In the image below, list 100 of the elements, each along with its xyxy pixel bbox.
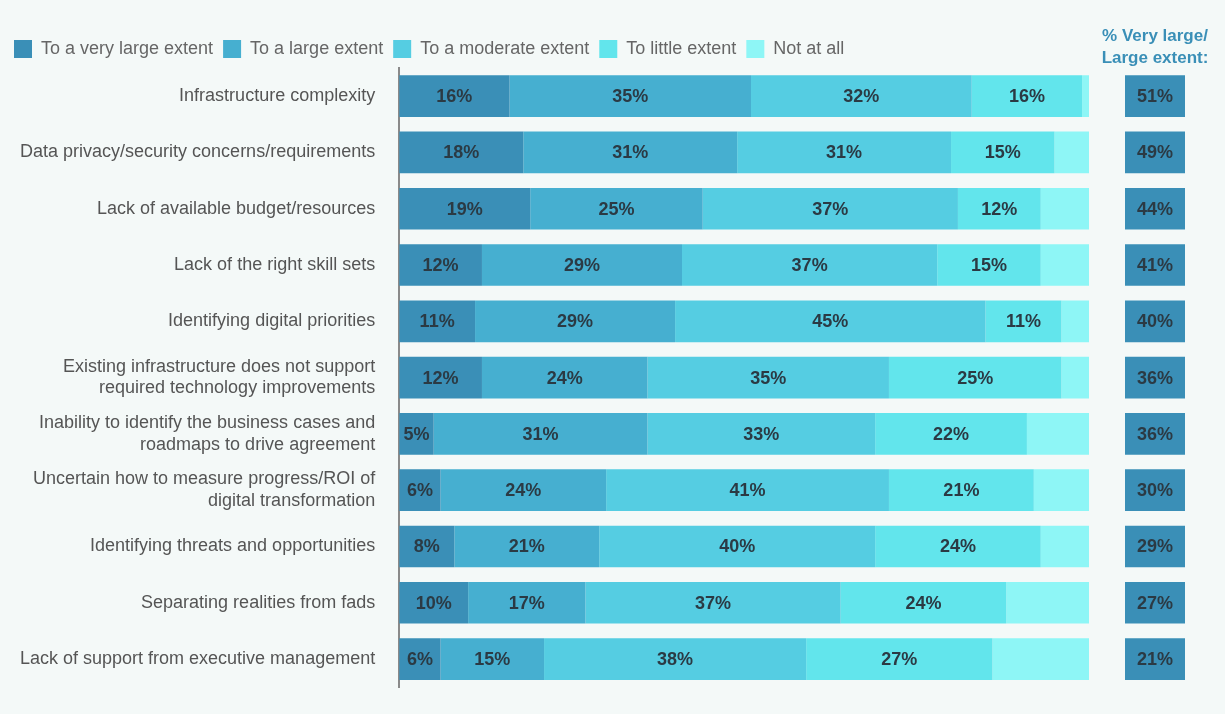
text: 21% bbox=[1136, 649, 1174, 670]
data-label: 11% bbox=[419, 311, 455, 332]
y-tick-label: Lack of support from executive management bbox=[20, 648, 376, 669]
text: 49% bbox=[1136, 142, 1174, 163]
data-label: 29% bbox=[557, 311, 594, 332]
bar bbox=[888, 356, 1062, 399]
text: 36% bbox=[1136, 423, 1174, 444]
bar bbox=[399, 244, 482, 286]
legend-label: To a very large extent bbox=[41, 37, 214, 58]
data-label: 41% bbox=[729, 480, 766, 501]
bar bbox=[937, 244, 1041, 286]
bar bbox=[399, 300, 476, 343]
data-label: 22% bbox=[933, 423, 970, 444]
data-label: 12% bbox=[422, 367, 459, 388]
legend-label: To little extent bbox=[626, 37, 737, 58]
data-label: 6% bbox=[406, 649, 433, 670]
y-tick-label: Separating realities from fads bbox=[141, 591, 376, 612]
data-label: 37% bbox=[812, 198, 849, 219]
data-label: 21% bbox=[508, 536, 545, 557]
bar bbox=[481, 244, 683, 286]
bar bbox=[1061, 356, 1089, 399]
y-tick-label: Identifying threats and opportunities bbox=[90, 535, 376, 556]
bar bbox=[957, 187, 1041, 230]
data-label: 15% bbox=[474, 649, 511, 670]
legend-label: To a moderate extent bbox=[420, 37, 590, 58]
data-label: 15% bbox=[970, 254, 1007, 275]
bar bbox=[888, 469, 1034, 512]
bar bbox=[702, 187, 958, 230]
data-label: 25% bbox=[957, 367, 994, 388]
data-label: 16% bbox=[436, 86, 473, 107]
text: 40% bbox=[1136, 311, 1174, 332]
bar bbox=[585, 581, 841, 624]
data-label: 12% bbox=[981, 198, 1018, 219]
bar bbox=[468, 581, 586, 624]
data-label: 5% bbox=[403, 423, 430, 444]
data-label: 16% bbox=[1008, 86, 1045, 107]
text: 30% bbox=[1136, 480, 1174, 501]
legend-label: Not at all bbox=[773, 37, 845, 58]
bar bbox=[1082, 75, 1089, 117]
bar bbox=[985, 300, 1062, 343]
y-tick-label: Identifying digital priorities bbox=[168, 310, 376, 331]
text: 44% bbox=[1136, 198, 1174, 219]
text: % Very large/ Large extent: bbox=[1101, 25, 1209, 67]
text: 27% bbox=[1136, 592, 1174, 613]
bar bbox=[971, 75, 1083, 117]
bar bbox=[682, 244, 938, 286]
bar bbox=[647, 413, 876, 455]
bar bbox=[475, 300, 676, 343]
data-label: 24% bbox=[939, 536, 976, 557]
bar bbox=[440, 469, 607, 512]
bar bbox=[875, 413, 1027, 455]
y-tick-label: Data privacy/security concerns/requirements bbox=[20, 141, 376, 162]
data-label: 25% bbox=[598, 198, 635, 219]
bar bbox=[951, 131, 1055, 174]
data-label: 17% bbox=[508, 592, 545, 613]
bar bbox=[509, 75, 751, 117]
bar bbox=[1026, 413, 1089, 455]
bar bbox=[992, 638, 1089, 680]
data-label: 35% bbox=[612, 86, 649, 107]
bar bbox=[737, 131, 952, 174]
data-label: 40% bbox=[719, 536, 756, 557]
y-tick-label: Lack of available budget/resources bbox=[97, 197, 376, 218]
bar bbox=[440, 638, 545, 680]
data-label: 31% bbox=[522, 423, 559, 444]
y-tick-label: Lack of the right skill sets bbox=[174, 253, 376, 274]
data-label: 33% bbox=[743, 423, 780, 444]
data-label: 31% bbox=[612, 142, 649, 163]
bar bbox=[1054, 131, 1089, 174]
bar bbox=[1040, 187, 1089, 230]
data-label: 12% bbox=[422, 254, 459, 275]
text: 36% bbox=[1136, 367, 1174, 388]
bar bbox=[1061, 300, 1089, 343]
bar bbox=[675, 300, 986, 343]
data-label: 35% bbox=[750, 367, 787, 388]
data-label: 6% bbox=[406, 480, 433, 501]
bar bbox=[1033, 469, 1089, 512]
y-tick-label: Existing infrastructure does not support required technology improvements bbox=[63, 355, 376, 398]
bar bbox=[530, 187, 703, 230]
data-label: 21% bbox=[943, 480, 980, 501]
y-tick-label: Uncertain how to measure progress/ROI of digital transformation bbox=[33, 468, 377, 510]
data-label: 8% bbox=[413, 536, 440, 557]
data-label: 37% bbox=[695, 592, 732, 613]
bar bbox=[647, 356, 889, 399]
bar bbox=[806, 638, 993, 680]
bar bbox=[454, 525, 600, 568]
bar bbox=[606, 469, 889, 512]
data-label: 45% bbox=[812, 311, 849, 332]
bar bbox=[523, 131, 738, 174]
data-label: 31% bbox=[826, 142, 863, 163]
data-label: 24% bbox=[546, 367, 583, 388]
legend-label: To a large extent bbox=[250, 37, 384, 58]
data-label: 10% bbox=[415, 592, 452, 613]
y-tick-label: Infrastructure complexity bbox=[179, 85, 376, 106]
data-label: 19% bbox=[446, 198, 483, 219]
text: 29% bbox=[1136, 536, 1174, 557]
bar bbox=[875, 525, 1041, 568]
text: 41% bbox=[1136, 254, 1174, 275]
data-label: 11% bbox=[1005, 311, 1041, 332]
bar bbox=[481, 356, 648, 399]
bar bbox=[399, 187, 531, 230]
